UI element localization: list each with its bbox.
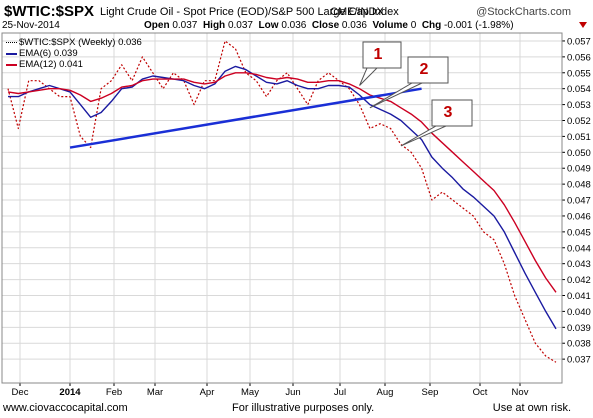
y-tick-label: 0.054 <box>567 84 591 95</box>
ema6-series-line <box>8 65 557 330</box>
legend-item-ema6: EMA(6) 0.039 <box>6 48 142 59</box>
y-tick-label: 0.051 <box>567 132 591 143</box>
legend-item-price: $WTIC:$SPX (Weekly) 0.036 <box>6 37 142 48</box>
y-tick-label: 0.046 <box>567 211 591 222</box>
price-series-line <box>7 40 557 363</box>
callout-label: 3 <box>444 104 453 121</box>
y-tick-label: 0.055 <box>567 68 591 79</box>
chart-menu-dropdown-icon[interactable] <box>579 22 587 28</box>
y-tick-label: 0.053 <box>567 100 591 111</box>
ohlc-volume-label: Volume <box>372 20 408 31</box>
x-tick-label: Feb <box>106 387 122 398</box>
x-tick-label: Jun <box>285 387 300 398</box>
x-tick-label: Aug <box>377 387 394 398</box>
ohlc-open-label: Open <box>144 20 170 31</box>
y-tick-label: 0.050 <box>567 148 591 159</box>
plot-frame <box>1 32 563 384</box>
x-tick-label: Nov <box>512 387 529 398</box>
y-tick-label: 0.049 <box>567 164 591 175</box>
legend-swatch-ema12 <box>6 63 17 66</box>
y-tick-label: 0.040 <box>567 307 591 318</box>
footer-website-link[interactable]: www.ciovaccocapital.com <box>3 402 128 414</box>
y-tick-label: 0.037 <box>567 355 591 366</box>
callout-box <box>362 41 402 69</box>
legend-item-ema12: EMA(12) 0.041 <box>6 59 142 70</box>
ohlc-high-label: High <box>202 20 226 31</box>
ohlc-low-value: 0.036 <box>281 20 307 31</box>
y-tick-label: 0.041 <box>567 291 591 302</box>
callout-box <box>431 99 473 127</box>
y-tick-label: 0.038 <box>567 339 591 350</box>
x-tick-label: 2014 <box>59 387 81 398</box>
ohlc-high-value: 0.037 <box>227 20 253 31</box>
ohlc-chg-label: Chg <box>421 20 442 31</box>
callout-label: 1 <box>374 46 383 63</box>
ohlc-close-label: Close <box>311 20 340 31</box>
y-tick-label: 0.043 <box>567 259 591 270</box>
chart-description: Light Crude Oil - Spot Price (EOD)/S&P 5… <box>100 6 399 18</box>
legend-label-ema12: EMA(12) 0.041 <box>19 59 83 70</box>
ohlc-low-label: Low <box>258 20 279 31</box>
chart-date: 25-Nov-2014 <box>2 20 60 31</box>
legend-label-ema6: EMA(6) 0.039 <box>19 48 78 59</box>
ohlc-close-value: 0.036 <box>341 20 367 31</box>
y-tick-label: 0.039 <box>567 323 591 334</box>
ohlc-volume-value: 0 <box>410 20 417 31</box>
y-tick-label: 0.048 <box>567 180 591 191</box>
chart-legend: $WTIC:$SPX (Weekly) 0.036 EMA(6) 0.039 E… <box>6 37 142 70</box>
legend-label-price: $WTIC:$SPX (Weekly) 0.036 <box>19 37 142 48</box>
chart-symbol: $WTIC:$SPX <box>4 3 95 20</box>
callout-label: 2 <box>420 61 429 78</box>
y-tick-label: 0.044 <box>567 243 591 254</box>
legend-swatch-price <box>6 42 17 43</box>
y-tick-label: 0.047 <box>567 196 591 207</box>
footer-disclaimer: For illustrative purposes only. <box>232 402 375 414</box>
ema12-series-line <box>7 72 557 293</box>
callout-box <box>407 56 449 84</box>
chart-exchange: CME/INDX <box>330 6 384 18</box>
x-tick-label: Dec <box>12 387 29 398</box>
footer-risk-note: Use at own risk. <box>492 402 571 414</box>
callout-pointer <box>359 67 379 86</box>
y-tick-label: 0.042 <box>567 275 591 286</box>
ohlc-open-value: 0.037 <box>172 20 198 31</box>
x-tick-label: Apr <box>200 387 215 398</box>
ohlc-summary: Open 0.037 High 0.037 Low 0.036 Close 0.… <box>144 20 514 31</box>
x-tick-label: May <box>241 387 259 398</box>
y-tick-label: 0.045 <box>567 227 591 238</box>
x-tick-label: Sep <box>422 387 439 398</box>
y-tick-label: 0.056 <box>567 52 591 63</box>
legend-swatch-ema6 <box>6 52 17 55</box>
x-tick-label: Mar <box>147 387 163 398</box>
y-tick-label: 0.057 <box>567 36 591 47</box>
ohlc-chg-value: -0.001 (-1.98%) <box>444 20 514 31</box>
trendline <box>69 87 422 149</box>
source-logo[interactable]: @StockCharts.com <box>476 6 571 18</box>
x-tick-label: Jul <box>334 387 346 398</box>
x-tick-label: Oct <box>473 387 488 398</box>
y-tick-label: 0.052 <box>567 116 591 127</box>
